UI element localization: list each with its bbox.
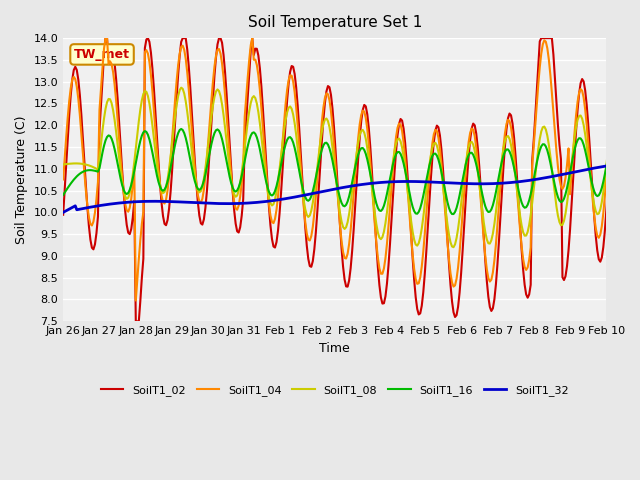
Y-axis label: Soil Temperature (C): Soil Temperature (C) <box>15 116 28 244</box>
Text: TW_met: TW_met <box>74 48 130 61</box>
Title: Soil Temperature Set 1: Soil Temperature Set 1 <box>248 15 422 30</box>
Legend: SoilT1_02, SoilT1_04, SoilT1_08, SoilT1_16, SoilT1_32: SoilT1_02, SoilT1_04, SoilT1_08, SoilT1_… <box>97 381 573 401</box>
X-axis label: Time: Time <box>319 342 350 355</box>
